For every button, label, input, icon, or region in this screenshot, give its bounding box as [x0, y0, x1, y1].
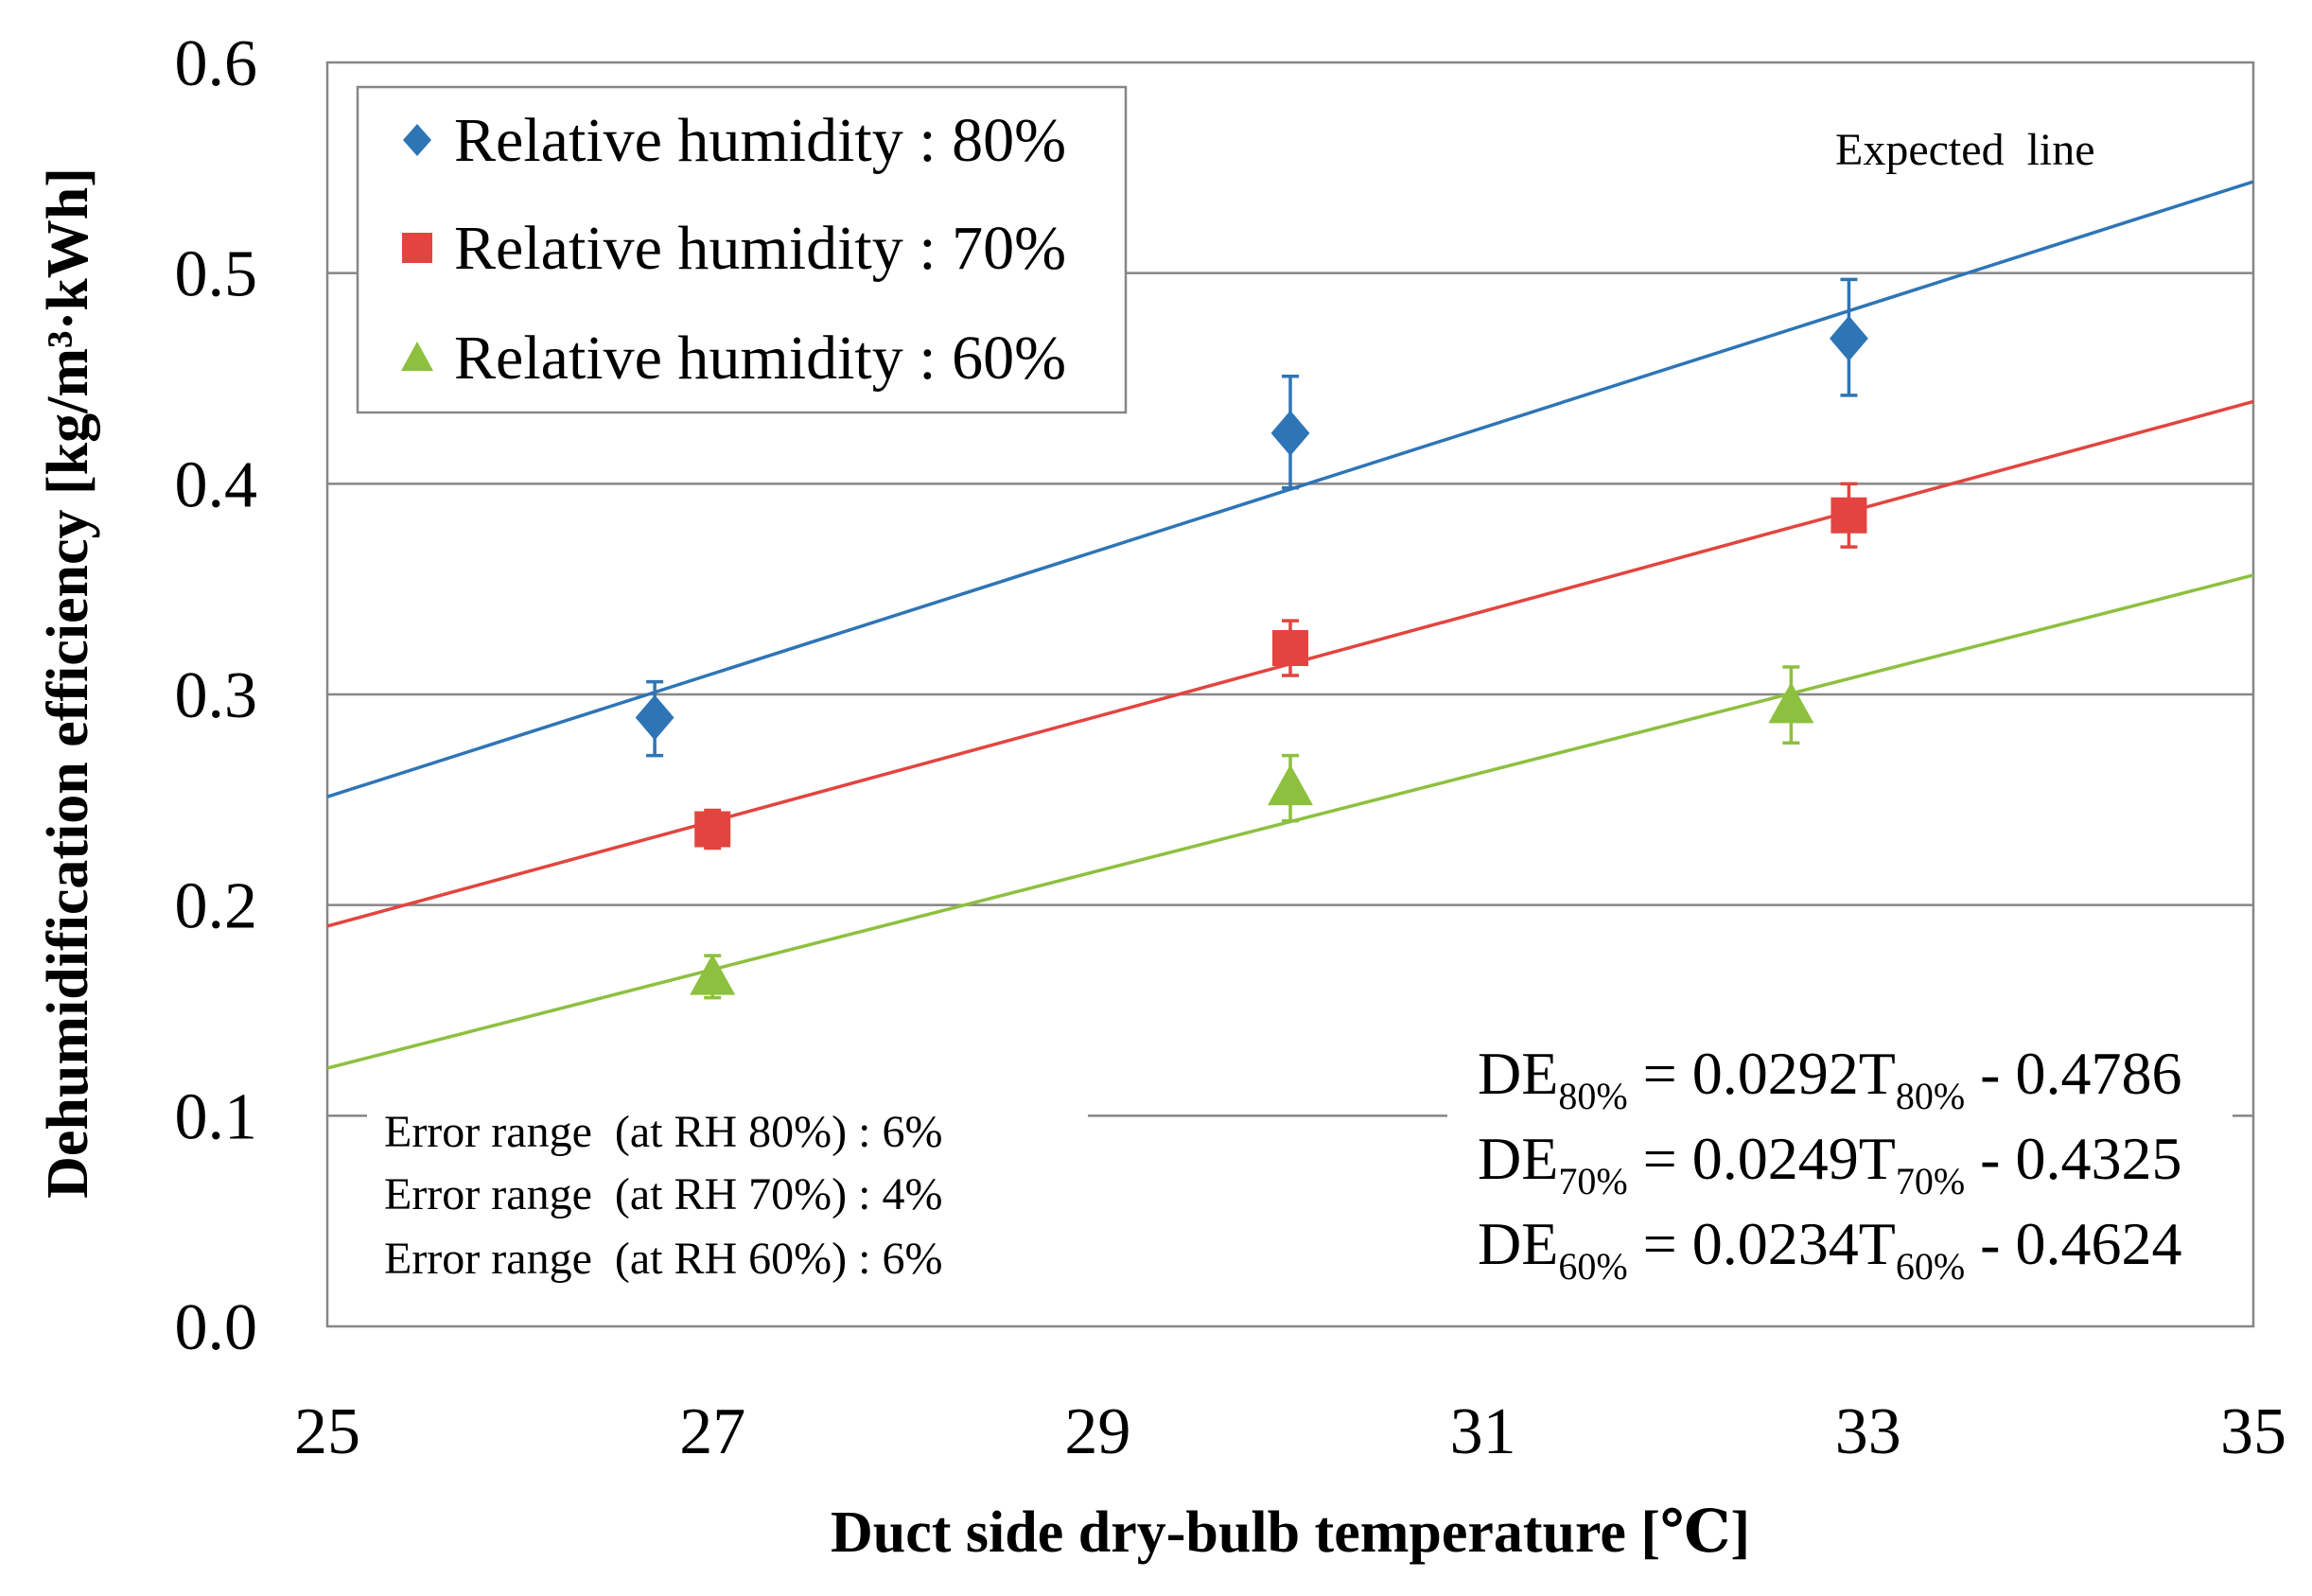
equation-70-sub-de: 70% [1558, 1160, 1627, 1202]
legend-marker-80 [403, 124, 431, 156]
legend-label-80: Relative humidity : 80% [454, 106, 1066, 175]
equation-70: DE70% = 0.0249T70% - 0.4325 [1478, 1125, 2181, 1202]
error-range-background [367, 1096, 1088, 1292]
x-axis-title: Duct side dry-bulb temperature [℃] [831, 1500, 1750, 1565]
legend-marker-70 [402, 233, 432, 263]
y-tick-label-0.5: 0.5 [175, 238, 258, 311]
equation-60-lhs: DE [1478, 1210, 1558, 1277]
equation-60-sub-de: 60% [1558, 1245, 1627, 1288]
data-point-70-3 [1830, 497, 1867, 534]
error-range-box: Error range (at RH 80%) : 6% Error range… [367, 1096, 1088, 1292]
x-tick-label-33: 33 [1835, 1395, 1901, 1468]
data-point-70-1 [694, 811, 731, 848]
y-tick-label-0.4: 0.4 [175, 448, 258, 521]
legend-box [356, 85, 1128, 414]
data-point-60-3 [1768, 682, 1814, 724]
legend-marker-60 [401, 342, 433, 371]
equation-80-sub-t: 80% [1896, 1075, 1965, 1117]
data-point-60-1 [690, 954, 736, 995]
legend-label-60: Relative humidity : 60% [454, 324, 1066, 393]
equation-70-intercept: - 0.4325 [1965, 1125, 2181, 1192]
equation-80-sub-de: 80% [1558, 1075, 1627, 1117]
data-point-80-2 [1270, 410, 1310, 456]
equation-80-lhs: DE [1478, 1040, 1558, 1107]
x-tick-label-27: 27 [679, 1395, 745, 1468]
equation-60-intercept: - 0.4624 [1965, 1210, 2181, 1277]
x-tick-label-29: 29 [1064, 1395, 1130, 1468]
expected-line-label: Expected line [1835, 125, 2095, 175]
legend: Relative humidity : 80% Relative humidit… [356, 85, 1128, 414]
x-tick-labels: 25 27 29 31 33 35 [294, 1395, 2286, 1468]
y-tick-label-0.6: 0.6 [175, 27, 258, 100]
y-tick-label-0.2: 0.2 [175, 870, 258, 943]
legend-label-70: Relative humidity : 70% [454, 214, 1066, 283]
equation-80-intercept: - 0.4786 [1965, 1040, 2181, 1107]
y-tick-label-0.1: 0.1 [175, 1080, 258, 1153]
equation-70-slope: = 0.0249T [1628, 1125, 1896, 1192]
equation-70-sub-t: 70% [1896, 1160, 1965, 1202]
x-tick-label-35: 35 [2220, 1395, 2286, 1468]
data-point-80-1 [635, 694, 674, 741]
y-tick-labels: 0.0 0.1 0.2 0.3 0.4 0.5 0.6 [175, 27, 258, 1364]
error-range-70: Error range (at RH 70%) : 4% [384, 1169, 942, 1219]
plot-area-frame [325, 61, 2255, 1328]
equations-background [1447, 1020, 2233, 1296]
equation-60-sub-t: 60% [1896, 1245, 1965, 1288]
fit-equations: DE80% = 0.0292T80% - 0.4786 DE70% = 0.02… [1447, 1020, 2233, 1296]
data-point-60-2 [1268, 763, 1313, 806]
data-point-70-2 [1272, 630, 1308, 667]
error-range-60: Error range (at RH 60%) : 6% [384, 1234, 942, 1284]
equation-60-slope: = 0.0234T [1628, 1210, 1896, 1277]
y-axis-title: Dehumidification efficiency [kg/m³·kWh] [36, 167, 100, 1199]
x-tick-label-25: 25 [294, 1395, 360, 1468]
data-markers [635, 315, 1868, 995]
error-range-80: Error range (at RH 80%) : 6% [384, 1107, 942, 1157]
equation-80-slope: = 0.0292T [1628, 1040, 1896, 1107]
equation-70-lhs: DE [1478, 1125, 1558, 1192]
y-tick-label-0.3: 0.3 [175, 659, 258, 732]
equation-80: DE80% = 0.0292T80% - 0.4786 [1478, 1040, 2181, 1117]
data-point-80-3 [1830, 315, 1868, 361]
y-tick-label-0.0: 0.0 [175, 1291, 258, 1364]
legend-markers [401, 124, 433, 371]
equation-60: DE60% = 0.0234T60% - 0.4624 [1478, 1210, 2181, 1288]
x-tick-label-31: 31 [1450, 1395, 1516, 1468]
